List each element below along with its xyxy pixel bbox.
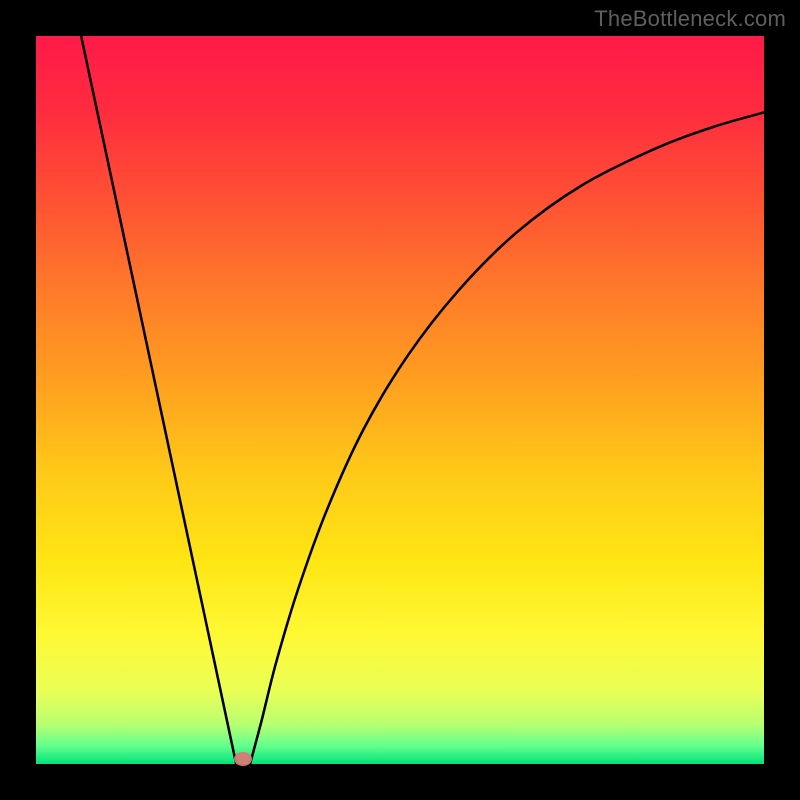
curve-left-branch xyxy=(81,36,236,764)
plot-area xyxy=(36,36,764,764)
curve-right-branch xyxy=(250,112,764,764)
watermark-text: TheBottleneck.com xyxy=(594,6,786,32)
curve-layer xyxy=(36,36,764,764)
minimum-marker xyxy=(234,752,252,766)
chart-container: TheBottleneck.com xyxy=(0,0,800,800)
